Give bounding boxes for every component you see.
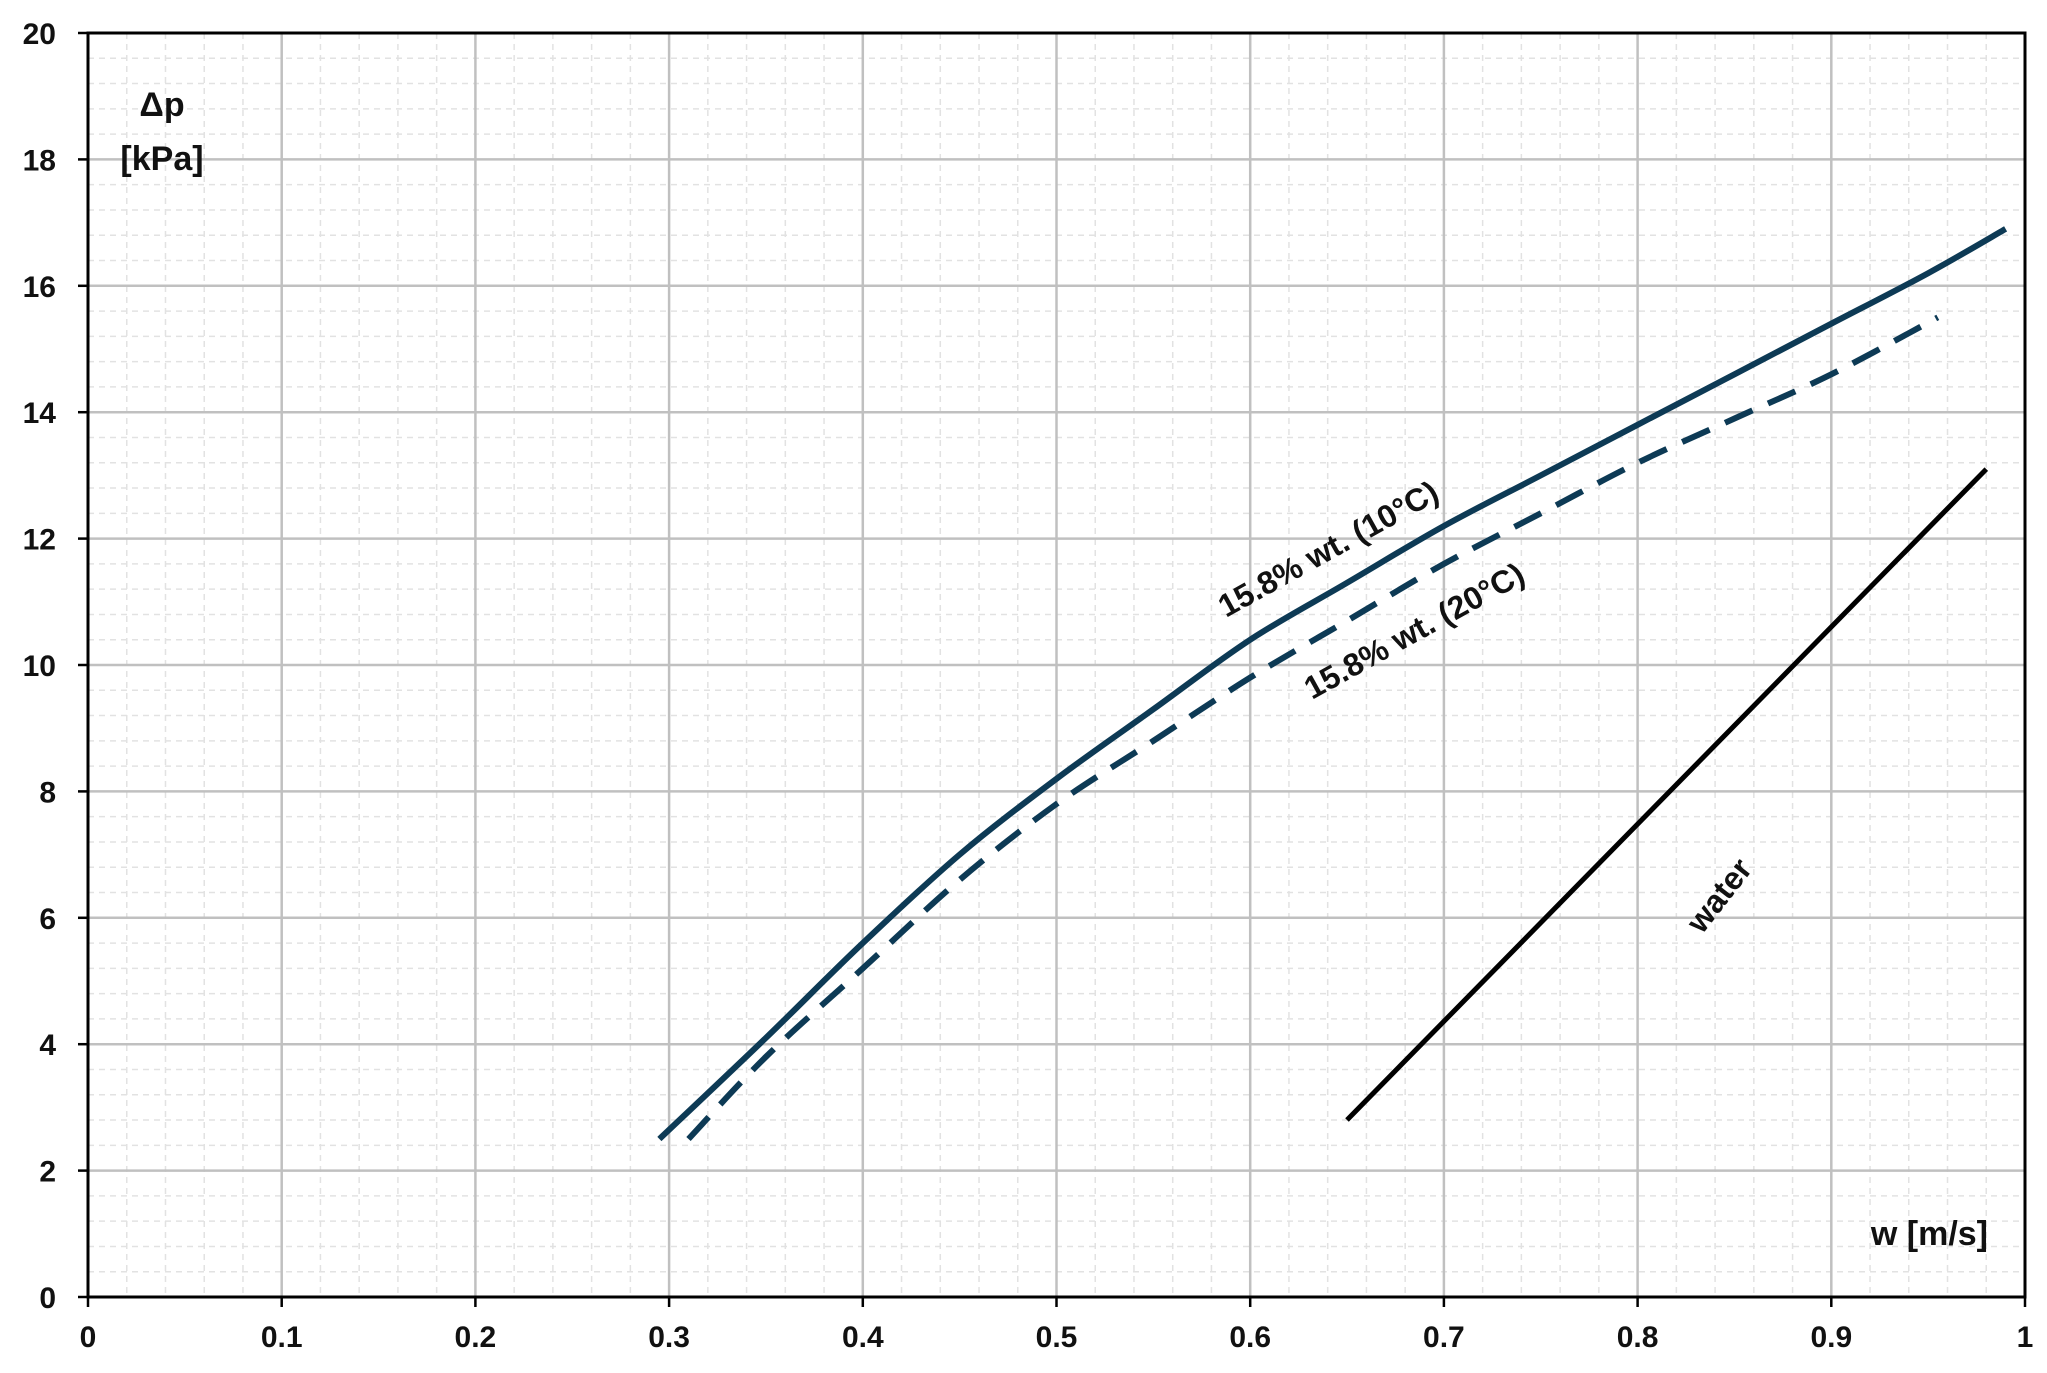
y-tick-label: 20: [23, 18, 56, 51]
y-tick-label: 4: [39, 1029, 56, 1062]
x-axis-label: w [m/s]: [1870, 1215, 1988, 1253]
y-tick-label: 18: [23, 144, 56, 177]
x-tick-label: 1: [2017, 1321, 2034, 1354]
x-tick-label: 0.8: [1617, 1321, 1659, 1354]
y-tick-label: 6: [39, 903, 56, 936]
series-layer: [657, 226, 2008, 1142]
y-tick-label: 2: [39, 1156, 56, 1189]
x-tick-label: 0.1: [261, 1321, 303, 1354]
x-tick-label: 0.6: [1229, 1321, 1271, 1354]
x-tick-label: 0.3: [648, 1321, 690, 1354]
x-tick-label: 0: [80, 1321, 97, 1354]
y-tick-label: 0: [39, 1282, 56, 1315]
y-tick-label: 8: [39, 776, 56, 809]
y-tick-label: 12: [23, 524, 56, 557]
x-tick-label: 0.2: [455, 1321, 497, 1354]
x-tick-label: 0.4: [842, 1321, 884, 1354]
y-axis-label-symbol: Δp: [139, 86, 184, 124]
y-tick-label: 10: [23, 650, 56, 683]
major-grid: [88, 33, 2025, 1297]
y-axis-label-unit: [kPa]: [120, 140, 203, 178]
series-line-15-8-wt-10-c: [657, 226, 2008, 1142]
x-tick-label: 0.5: [1036, 1321, 1078, 1354]
series-line-15-8-wt-20-c: [686, 314, 1940, 1142]
y-axis-ticks: 0 2 4 6 8 10 12 14 16 18 20: [23, 18, 88, 1315]
series-line-water: [1345, 467, 1989, 1122]
y-tick-label: 16: [23, 271, 56, 304]
y-tick-label: 14: [23, 397, 57, 430]
x-axis-ticks: 0 0.1 0.2 0.3 0.4 0.5 0.6 0.7 0.8 0.9 1: [80, 1297, 2034, 1354]
x-tick-label: 0.7: [1423, 1321, 1465, 1354]
x-tick-label: 0.9: [1810, 1321, 1852, 1354]
